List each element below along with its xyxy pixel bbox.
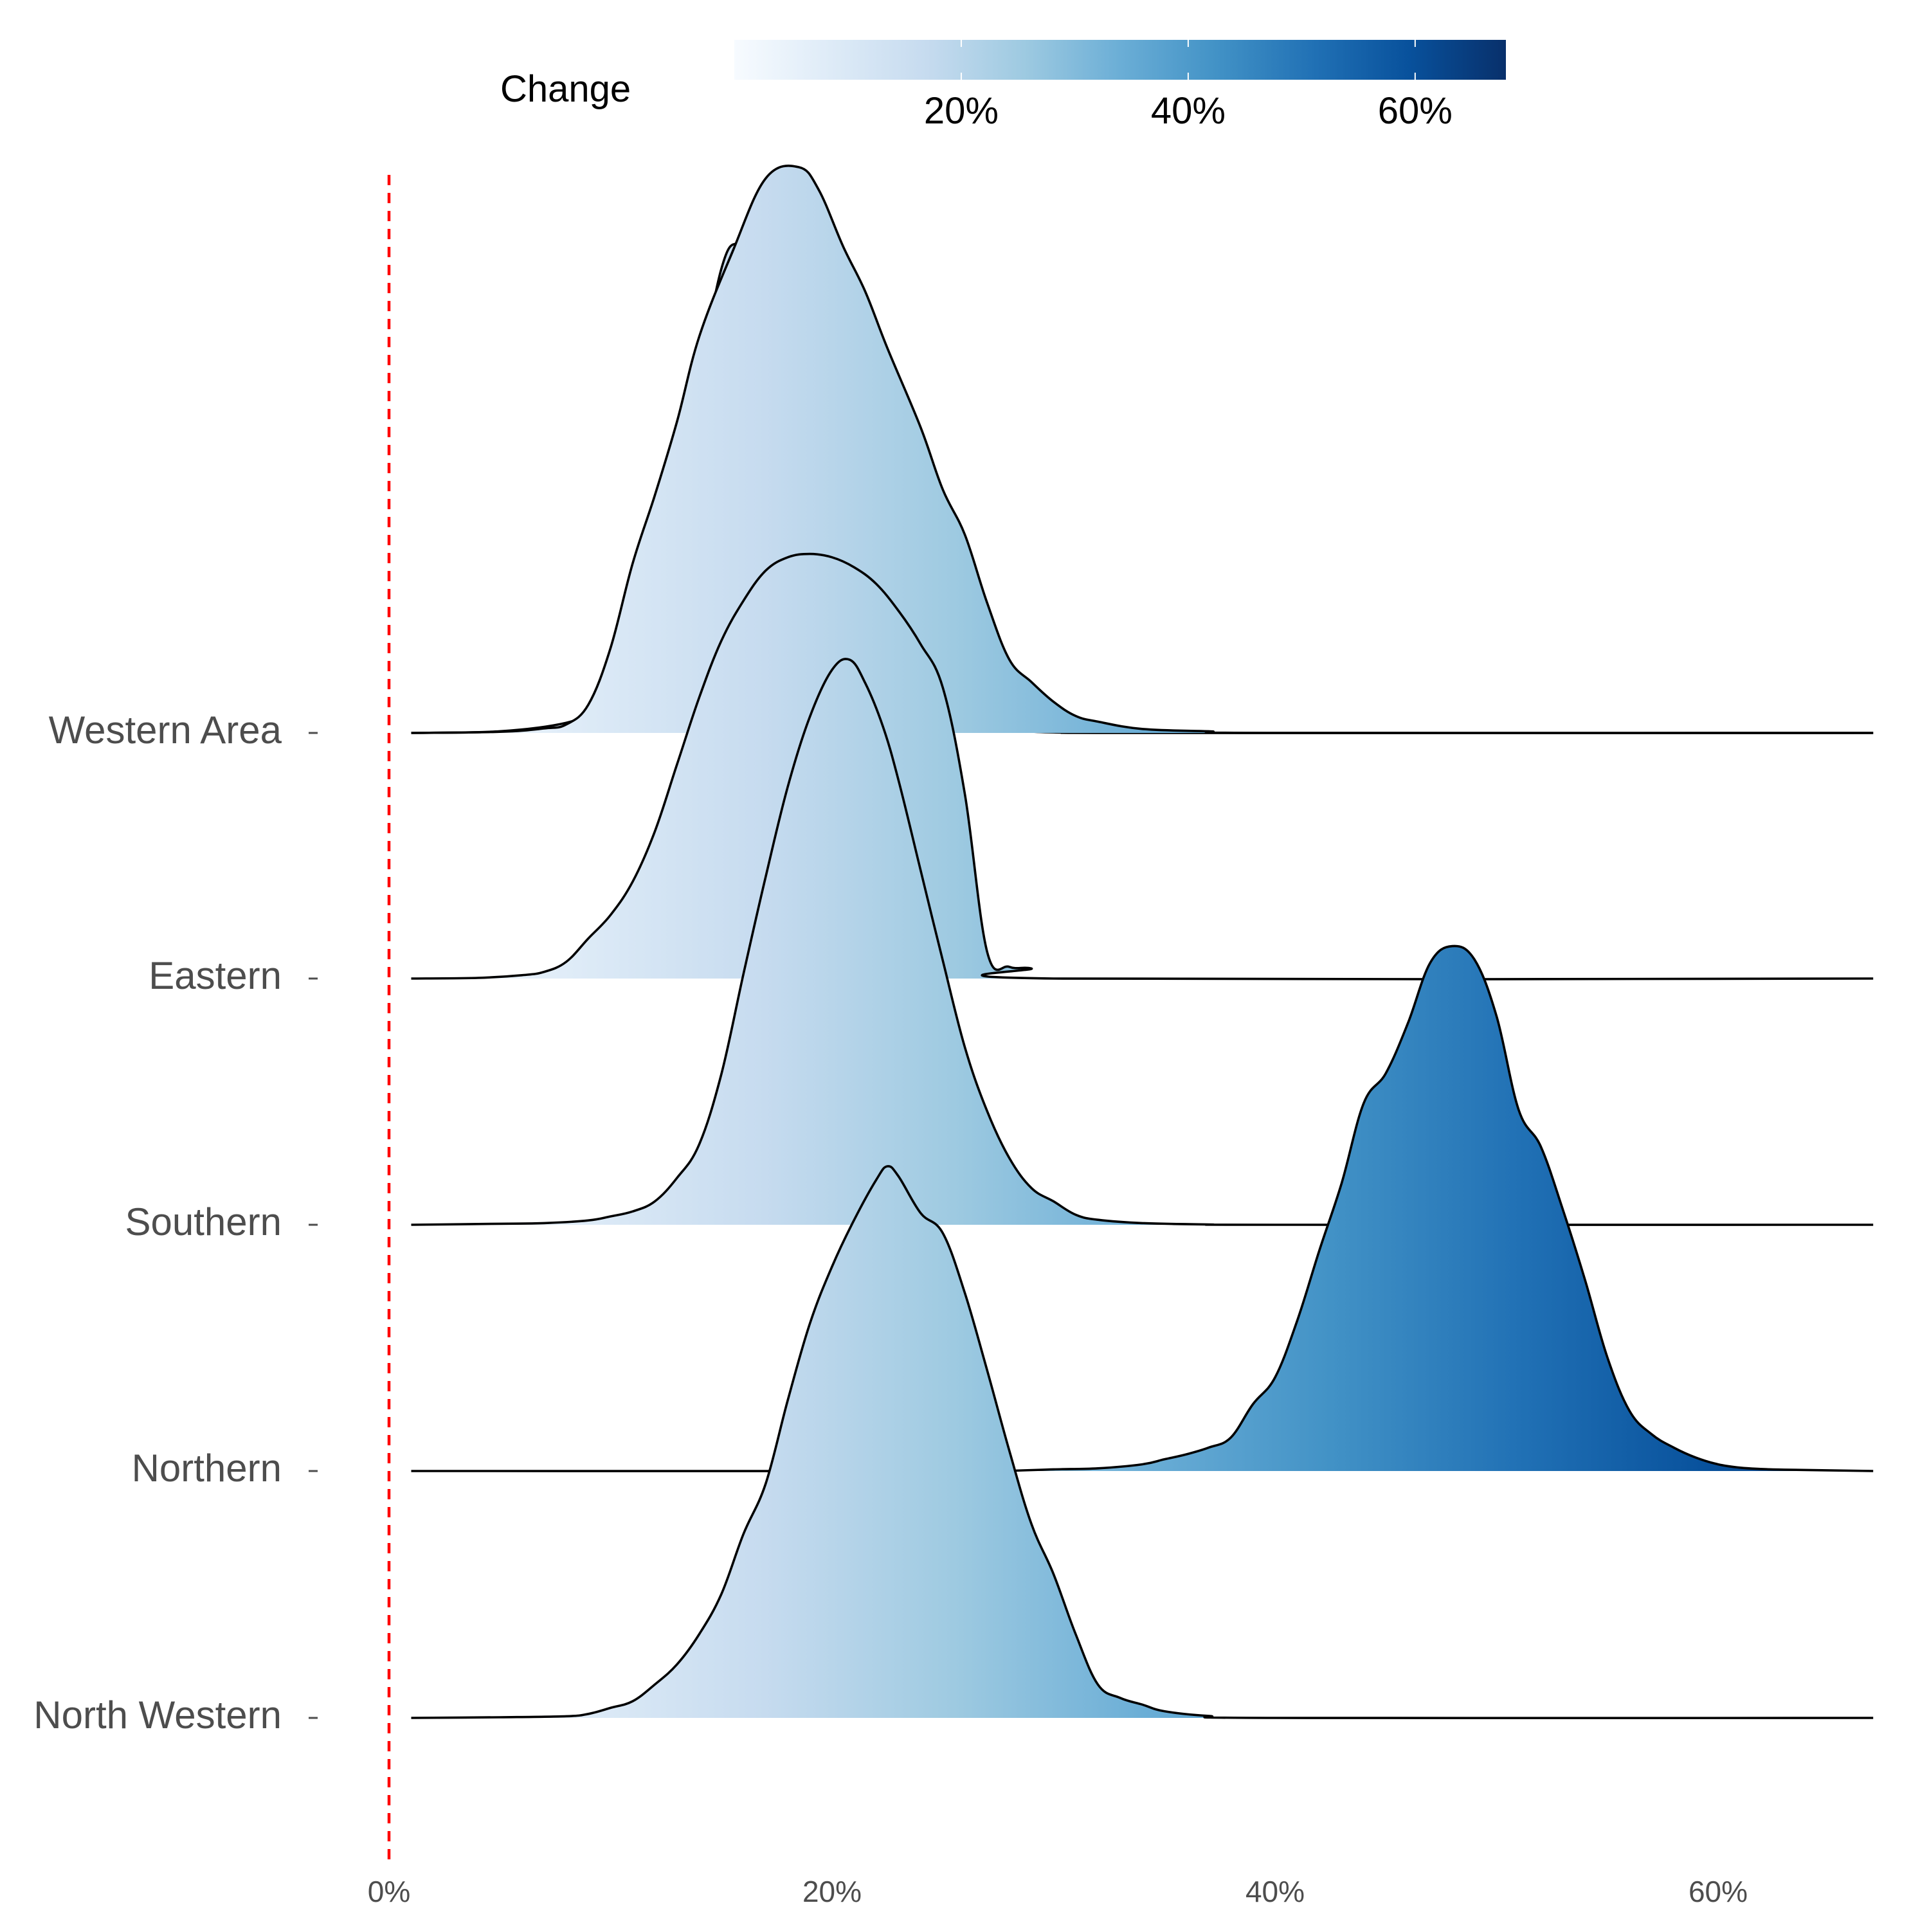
ridges (411, 165, 1874, 1720)
y-tick-label-northern: Northern (132, 1447, 282, 1490)
legend-title: Change (500, 68, 631, 110)
ridge-outline-southern (411, 658, 1874, 1226)
ridge-fill-western-area-2 (411, 165, 1874, 734)
x-tick-label-3: 60% (1689, 1875, 1748, 1908)
y-axis: Western Area Eastern Southern Northern North… (33, 709, 318, 1737)
ridge-northern (411, 944, 1874, 1472)
x-axis: 0% 20% 40% 60% (368, 1875, 1748, 1908)
legend-colorbar (734, 40, 1506, 80)
ridge-fill-southern (411, 658, 1874, 1225)
ridge-outline-north-western (411, 1165, 1874, 1720)
legend-tick-label-2: 60% (1378, 90, 1453, 132)
y-tick-label-eastern: Eastern (149, 954, 282, 997)
x-tick-label-0: 0% (368, 1875, 410, 1908)
x-tick-label-2: 40% (1245, 1875, 1305, 1908)
ridge-outline-northern (411, 944, 1874, 1472)
legend-ticks: 20% 40% 60% (924, 40, 1453, 132)
legend-tick-label-0: 20% (924, 90, 999, 132)
ridge-outline-eastern (411, 552, 1874, 981)
legend-tick-label-1: 40% (1151, 90, 1226, 132)
ridge-southern (411, 658, 1874, 1226)
ridge-fill-northern (411, 946, 1874, 1472)
legend: Change 20% 40% 60% (500, 40, 1506, 132)
ridge-fill-north-western (411, 1166, 1874, 1719)
x-tick-label-1: 20% (802, 1875, 862, 1908)
y-tick-label-north-western: North Western (33, 1693, 282, 1737)
ridge-north-western (411, 1165, 1874, 1720)
ridge-outline-western-area-2 (411, 165, 1874, 735)
y-tick-label-western-area: Western Area (49, 709, 282, 752)
y-tick-label-southern: Southern (125, 1200, 282, 1243)
ridge-western-area-2 (411, 165, 1874, 735)
